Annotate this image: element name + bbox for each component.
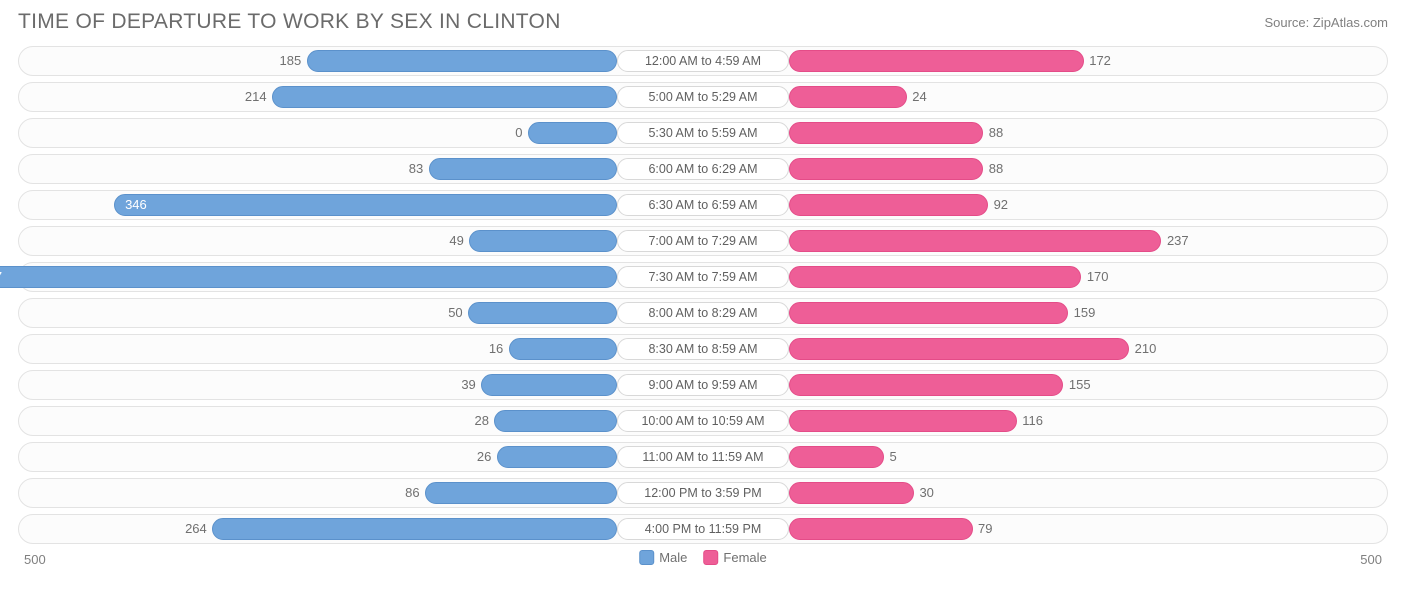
chart-row: 346 92 6:30 AM to 6:59 AM xyxy=(18,190,1388,220)
chart-row: 264 79 4:00 PM to 11:59 PM xyxy=(18,514,1388,544)
category-label: 12:00 PM to 3:59 PM xyxy=(617,482,789,504)
chart-row: 49 237 7:00 AM to 7:29 AM xyxy=(18,226,1388,256)
value-female: 155 xyxy=(1069,371,1137,401)
value-male: 214 xyxy=(198,83,266,113)
value-female: 5 xyxy=(890,443,958,473)
axis-max-left: 500 xyxy=(24,552,46,567)
bar-female xyxy=(789,410,1017,432)
value-male: 346 xyxy=(121,191,176,221)
value-male: 264 xyxy=(138,515,206,545)
axis-max-right: 500 xyxy=(1360,552,1382,567)
bar-female xyxy=(789,446,884,468)
bar-female xyxy=(789,194,988,216)
chart-source: Source: ZipAtlas.com xyxy=(1264,15,1388,30)
bar-male xyxy=(528,122,617,144)
value-female: 237 xyxy=(1167,227,1235,257)
value-male: 16 xyxy=(435,335,503,365)
category-label: 7:30 AM to 7:59 AM xyxy=(617,266,789,288)
category-label: 10:00 AM to 10:59 AM xyxy=(617,410,789,432)
category-label: 7:00 AM to 7:29 AM xyxy=(617,230,789,252)
chart-header: TIME OF DEPARTURE TO WORK BY SEX IN CLIN… xyxy=(18,10,1388,34)
value-female: 30 xyxy=(919,479,987,509)
chart-row: 28 116 10:00 AM to 10:59 AM xyxy=(18,406,1388,436)
chart-title: TIME OF DEPARTURE TO WORK BY SEX IN CLIN… xyxy=(18,10,561,34)
bar-male xyxy=(429,158,617,180)
value-male: 49 xyxy=(395,227,463,257)
value-female: 88 xyxy=(989,119,1057,149)
category-label: 12:00 AM to 4:59 AM xyxy=(617,50,789,72)
category-label: 5:30 AM to 5:59 AM xyxy=(617,122,789,144)
chart-footer: 500 Male Female 500 xyxy=(18,550,1388,574)
legend-female: Female xyxy=(703,550,766,565)
value-male: 83 xyxy=(355,155,423,185)
category-label: 8:00 AM to 8:29 AM xyxy=(617,302,789,324)
value-male: 0 xyxy=(454,119,522,149)
bar-female xyxy=(789,518,972,540)
value-male: 26 xyxy=(423,443,491,473)
value-female: 159 xyxy=(1074,299,1142,329)
bar-male xyxy=(212,518,617,540)
value-female: 79 xyxy=(978,515,1046,545)
bar-female xyxy=(789,230,1161,252)
chart-row: 0 88 5:30 AM to 5:59 AM xyxy=(18,118,1388,148)
bar-female xyxy=(789,122,983,144)
legend-female-label: Female xyxy=(723,550,766,565)
value-male: 86 xyxy=(351,479,419,509)
bar-male xyxy=(272,86,617,108)
bar-female xyxy=(789,266,1081,288)
legend-swatch-female xyxy=(703,550,718,565)
value-female: 210 xyxy=(1135,335,1203,365)
bar-female xyxy=(789,50,1084,72)
bar-male xyxy=(509,338,617,360)
value-female: 88 xyxy=(989,155,1057,185)
bar-male xyxy=(425,482,617,504)
chart-row: 185 172 12:00 AM to 4:59 AM xyxy=(18,46,1388,76)
value-male: 185 xyxy=(233,47,301,77)
chart-row: 86 30 12:00 PM to 3:59 PM xyxy=(18,478,1388,508)
bar-female xyxy=(789,374,1063,396)
diverging-bar-chart: 185 172 12:00 AM to 4:59 AM 214 24 5:00 AM to… xyxy=(18,46,1388,544)
legend-swatch-male xyxy=(639,550,654,565)
bar-male xyxy=(481,374,617,396)
bar-male xyxy=(307,50,617,72)
legend: Male Female xyxy=(639,550,767,565)
legend-male-label: Male xyxy=(659,550,687,565)
chart-row: 50 159 8:00 AM to 8:29 AM xyxy=(18,298,1388,328)
bar-male xyxy=(469,230,617,252)
chart-row: 39 155 9:00 AM to 9:59 AM xyxy=(18,370,1388,400)
bar-male xyxy=(114,194,617,216)
value-male: 39 xyxy=(407,371,475,401)
category-label: 4:00 PM to 11:59 PM xyxy=(617,518,789,540)
bar-male xyxy=(497,446,617,468)
bar-male xyxy=(494,410,616,432)
category-label: 11:00 AM to 11:59 AM xyxy=(617,446,789,468)
category-label: 6:30 AM to 6:59 AM xyxy=(617,194,789,216)
category-label: 8:30 AM to 8:59 AM xyxy=(617,338,789,360)
value-female: 172 xyxy=(1089,47,1157,77)
chart-row: 4671707:30 AM to 7:59 AM xyxy=(18,262,1388,292)
chart-row: 26 5 11:00 AM to 11:59 AM xyxy=(18,442,1388,472)
chart-row: 83 88 6:00 AM to 6:29 AM xyxy=(18,154,1388,184)
chart-row: 16 210 8:30 AM to 8:59 AM xyxy=(18,334,1388,364)
bar-female xyxy=(789,86,907,108)
bar-female xyxy=(789,482,914,504)
value-female: 116 xyxy=(1022,407,1090,437)
value-male: 50 xyxy=(394,299,462,329)
category-label: 9:00 AM to 9:59 AM xyxy=(617,374,789,396)
value-female: 92 xyxy=(994,191,1062,221)
bar-female xyxy=(789,158,983,180)
chart-row: 214 24 5:00 AM to 5:29 AM xyxy=(18,82,1388,112)
value-male: 467 xyxy=(0,263,31,293)
bar-female xyxy=(789,338,1129,360)
category-label: 6:00 AM to 6:29 AM xyxy=(617,158,789,180)
bar-male xyxy=(0,266,617,288)
bar-female xyxy=(789,302,1068,324)
bar-male xyxy=(468,302,617,324)
value-female: 170 xyxy=(1087,263,1155,293)
category-label: 5:00 AM to 5:29 AM xyxy=(617,86,789,108)
value-female: 24 xyxy=(912,83,980,113)
value-male: 28 xyxy=(421,407,489,437)
legend-male: Male xyxy=(639,550,687,565)
